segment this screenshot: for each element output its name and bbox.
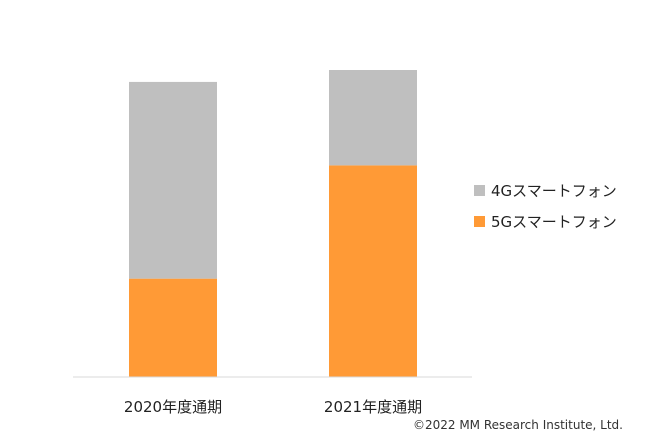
legend: 4Gスマートフォン 5Gスマートフォン <box>474 182 617 231</box>
bar-4g-1 <box>129 81 217 279</box>
x-tick-label: 2021年度通期 <box>324 398 422 416</box>
bar-5g-1 <box>129 278 217 377</box>
bar-4g-2 <box>329 70 417 166</box>
legend-swatch-5g <box>474 216 485 227</box>
bar-5g-2 <box>329 165 417 377</box>
legend-label-4g: 4Gスマートフォン <box>491 182 617 200</box>
x-tick-label: 2020年度通期 <box>124 398 222 416</box>
bars-layer <box>129 70 417 377</box>
x-tick-labels: 2020年度通期 2021年度通期 <box>124 398 422 416</box>
legend-label-5g: 5Gスマートフォン <box>491 213 617 231</box>
legend-swatch-4g <box>474 185 485 196</box>
copyright-notice: ©2022 MM Research Institute, Ltd. <box>412 418 623 432</box>
